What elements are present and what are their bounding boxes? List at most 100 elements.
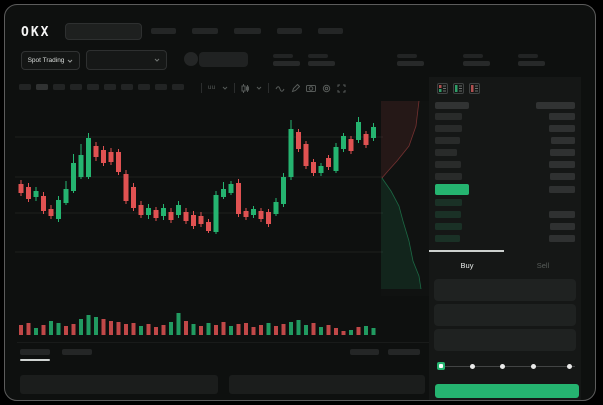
candle-body xyxy=(41,196,46,211)
amount-bar xyxy=(550,149,575,156)
timeframe-button[interactable] xyxy=(70,84,82,90)
slider-step-dot[interactable] xyxy=(567,364,572,369)
slider-handle[interactable] xyxy=(437,362,445,370)
timeframe-button-active[interactable] xyxy=(36,84,48,90)
volume-bar xyxy=(41,325,46,335)
orderbook-view-asks-icon[interactable] xyxy=(469,83,480,94)
indicator-icon[interactable] xyxy=(275,84,285,92)
price-bar xyxy=(435,113,462,120)
candle-body xyxy=(296,132,301,149)
candle-body xyxy=(311,162,316,173)
orderbook-view-bids-icon[interactable] xyxy=(453,83,464,94)
buy-tab[interactable]: Buy xyxy=(460,261,474,270)
candle-body xyxy=(228,184,234,193)
pair-select[interactable] xyxy=(86,50,167,70)
amount-column-header xyxy=(536,102,575,109)
nav-item[interactable] xyxy=(151,28,176,34)
chevron-down-icon xyxy=(68,59,73,63)
candle-body xyxy=(153,210,159,218)
candle-body xyxy=(123,174,129,201)
nav-item[interactable] xyxy=(318,28,343,34)
amount-slider[interactable] xyxy=(435,359,579,373)
search-input[interactable] xyxy=(65,23,142,40)
timeframe-button[interactable] xyxy=(104,84,116,90)
bottom-action[interactable] xyxy=(350,349,379,355)
timeframe-button[interactable] xyxy=(121,84,133,90)
price-input[interactable] xyxy=(434,279,576,301)
amount-bar xyxy=(549,125,575,132)
amount-input[interactable] xyxy=(434,304,576,326)
orderbook-bid-row[interactable] xyxy=(435,223,575,230)
bottom-tab-active[interactable] xyxy=(20,349,50,355)
volume-bar xyxy=(71,324,76,335)
timeframe-button[interactable] xyxy=(172,84,184,90)
pair-name-placeholder[interactable] xyxy=(199,52,248,67)
candle-body xyxy=(348,139,354,151)
chevron-down-icon[interactable] xyxy=(256,86,262,90)
orderbook-view-both-icon[interactable] xyxy=(437,83,448,94)
sell-tab[interactable]: Sell xyxy=(536,261,550,270)
slider-step-dot[interactable] xyxy=(500,364,506,369)
volume-bar xyxy=(334,328,338,335)
amount-bar xyxy=(549,161,575,168)
chevron-down-icon[interactable] xyxy=(222,86,228,90)
orderbook-bid-row[interactable] xyxy=(435,211,575,218)
orderbook-ask-row[interactable] xyxy=(435,161,575,168)
candlestick-chart[interactable] xyxy=(15,101,383,341)
timeframe-button[interactable] xyxy=(19,84,31,90)
asks-list xyxy=(435,113,575,180)
timeframe-bar xyxy=(19,84,184,90)
last-price-badge[interactable] xyxy=(435,184,469,195)
fullscreen-icon[interactable] xyxy=(337,84,346,93)
total-input[interactable] xyxy=(434,329,576,351)
candle-body xyxy=(56,200,61,219)
bottom-action[interactable] xyxy=(388,349,420,355)
divider xyxy=(267,83,269,93)
candle-body xyxy=(86,138,91,177)
nav-item[interactable] xyxy=(277,28,302,34)
depth-chart[interactable] xyxy=(381,101,429,296)
candle-body xyxy=(363,134,369,145)
timeframe-button[interactable] xyxy=(138,84,150,90)
orderbook-ask-row[interactable] xyxy=(435,113,575,120)
nav-item[interactable] xyxy=(192,28,218,34)
orderbook-ask-row[interactable] xyxy=(435,137,575,144)
slider-step-dot[interactable] xyxy=(469,364,475,369)
timeframe-button[interactable] xyxy=(87,84,99,90)
camera-icon[interactable] xyxy=(305,84,316,92)
spot-trading-dropdown[interactable]: Spot Trading xyxy=(21,51,80,70)
orderbook-bid-row[interactable] xyxy=(435,235,575,242)
nav-item[interactable] xyxy=(234,28,261,34)
draw-pencil-icon[interactable] xyxy=(291,83,300,93)
volume-bar xyxy=(349,330,353,335)
candle-style-icon[interactable] xyxy=(241,83,250,93)
amount-bar xyxy=(549,235,575,242)
orderbook-bid-row[interactable] xyxy=(435,199,575,206)
volume-bar xyxy=(131,323,136,335)
price-bar xyxy=(435,199,462,206)
settings-gear-icon[interactable] xyxy=(322,84,331,93)
timeframe-button[interactable] xyxy=(53,84,65,90)
orderbook-ask-row[interactable] xyxy=(435,125,575,132)
volume-bar xyxy=(109,321,113,335)
timeframe-button[interactable] xyxy=(155,84,167,90)
interval-more-label[interactable]: uu xyxy=(208,85,216,91)
chevron-down-icon xyxy=(154,58,160,62)
candle-body xyxy=(281,177,286,204)
volume-bar xyxy=(311,323,316,335)
slider-track[interactable] xyxy=(439,365,575,367)
candle-body xyxy=(191,215,196,226)
volume-bar xyxy=(341,331,346,335)
candle-body xyxy=(63,189,69,203)
price-bar xyxy=(435,235,460,242)
amount-bar xyxy=(550,223,575,230)
orderbook-ask-row[interactable] xyxy=(435,149,575,156)
volume-bar xyxy=(26,323,31,335)
bottom-tab[interactable] xyxy=(62,349,92,355)
price-bar xyxy=(435,125,462,132)
slider-step-dot[interactable] xyxy=(531,364,537,369)
buy-submit-button[interactable] xyxy=(435,384,579,398)
orderbook-ask-row[interactable] xyxy=(435,173,575,180)
price-bar xyxy=(435,223,462,230)
volume-bar xyxy=(251,327,256,335)
